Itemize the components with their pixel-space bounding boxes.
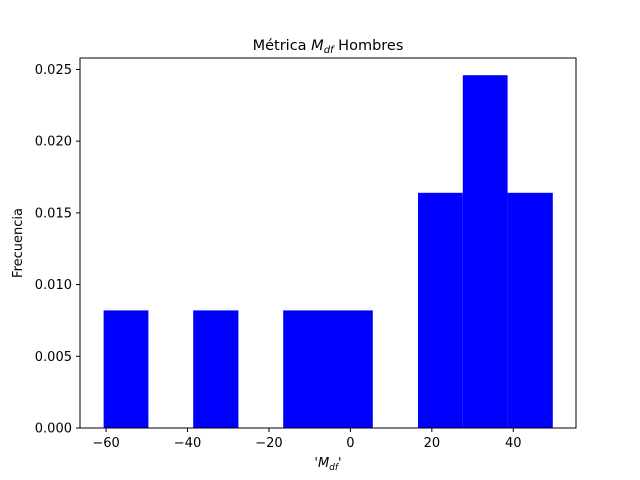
title-math-sub: df bbox=[324, 45, 335, 56]
title-prefix: Métrica bbox=[253, 38, 312, 54]
x-tick-label: 40 bbox=[505, 436, 522, 451]
histogram-bar-4 bbox=[283, 310, 328, 428]
histogram-bars bbox=[103, 75, 553, 429]
histogram-bar-8 bbox=[462, 75, 508, 429]
y-axis-ticks: 0.000 0.005 0.010 0.015 0.020 0.025 bbox=[35, 63, 80, 437]
title-suffix: Hombres bbox=[334, 38, 404, 54]
x-tick-label: −20 bbox=[255, 436, 282, 451]
xlabel-math-sub: df bbox=[329, 463, 340, 473]
title-math-main: M bbox=[311, 38, 324, 54]
xlabel-suffix: ' bbox=[338, 456, 342, 471]
y-axis-label: Frecuencia bbox=[11, 208, 26, 278]
x-axis-ticks: −60 −40 −20 0 20 40 bbox=[92, 428, 522, 451]
y-tick-label: 0.005 bbox=[35, 350, 72, 365]
histogram-bar-5 bbox=[328, 310, 373, 428]
x-tick-label: −60 bbox=[92, 436, 119, 451]
plot-frame bbox=[79, 57, 577, 429]
x-tick-label: −40 bbox=[174, 436, 201, 451]
xlabel-prefix: ' bbox=[314, 456, 318, 471]
x-tick-label: 0 bbox=[346, 436, 354, 451]
x-axis-label: 'Mdf' bbox=[314, 456, 341, 473]
y-tick-label: 0.020 bbox=[35, 135, 72, 150]
histogram-bar-9 bbox=[507, 192, 553, 428]
x-tick-label: 20 bbox=[424, 436, 441, 451]
histogram-bar-7 bbox=[417, 192, 463, 428]
y-tick-label: 0.010 bbox=[35, 278, 72, 293]
xlabel-math-main: M bbox=[318, 456, 329, 471]
y-tick-label: 0.025 bbox=[35, 63, 72, 78]
y-tick-label: 0.000 bbox=[35, 422, 72, 437]
chart-title: Métrica Mdf Hombres bbox=[253, 38, 404, 56]
histogram-bar-0 bbox=[103, 310, 149, 428]
histogram-bar-2 bbox=[193, 310, 239, 428]
y-tick-label: 0.015 bbox=[35, 206, 72, 221]
